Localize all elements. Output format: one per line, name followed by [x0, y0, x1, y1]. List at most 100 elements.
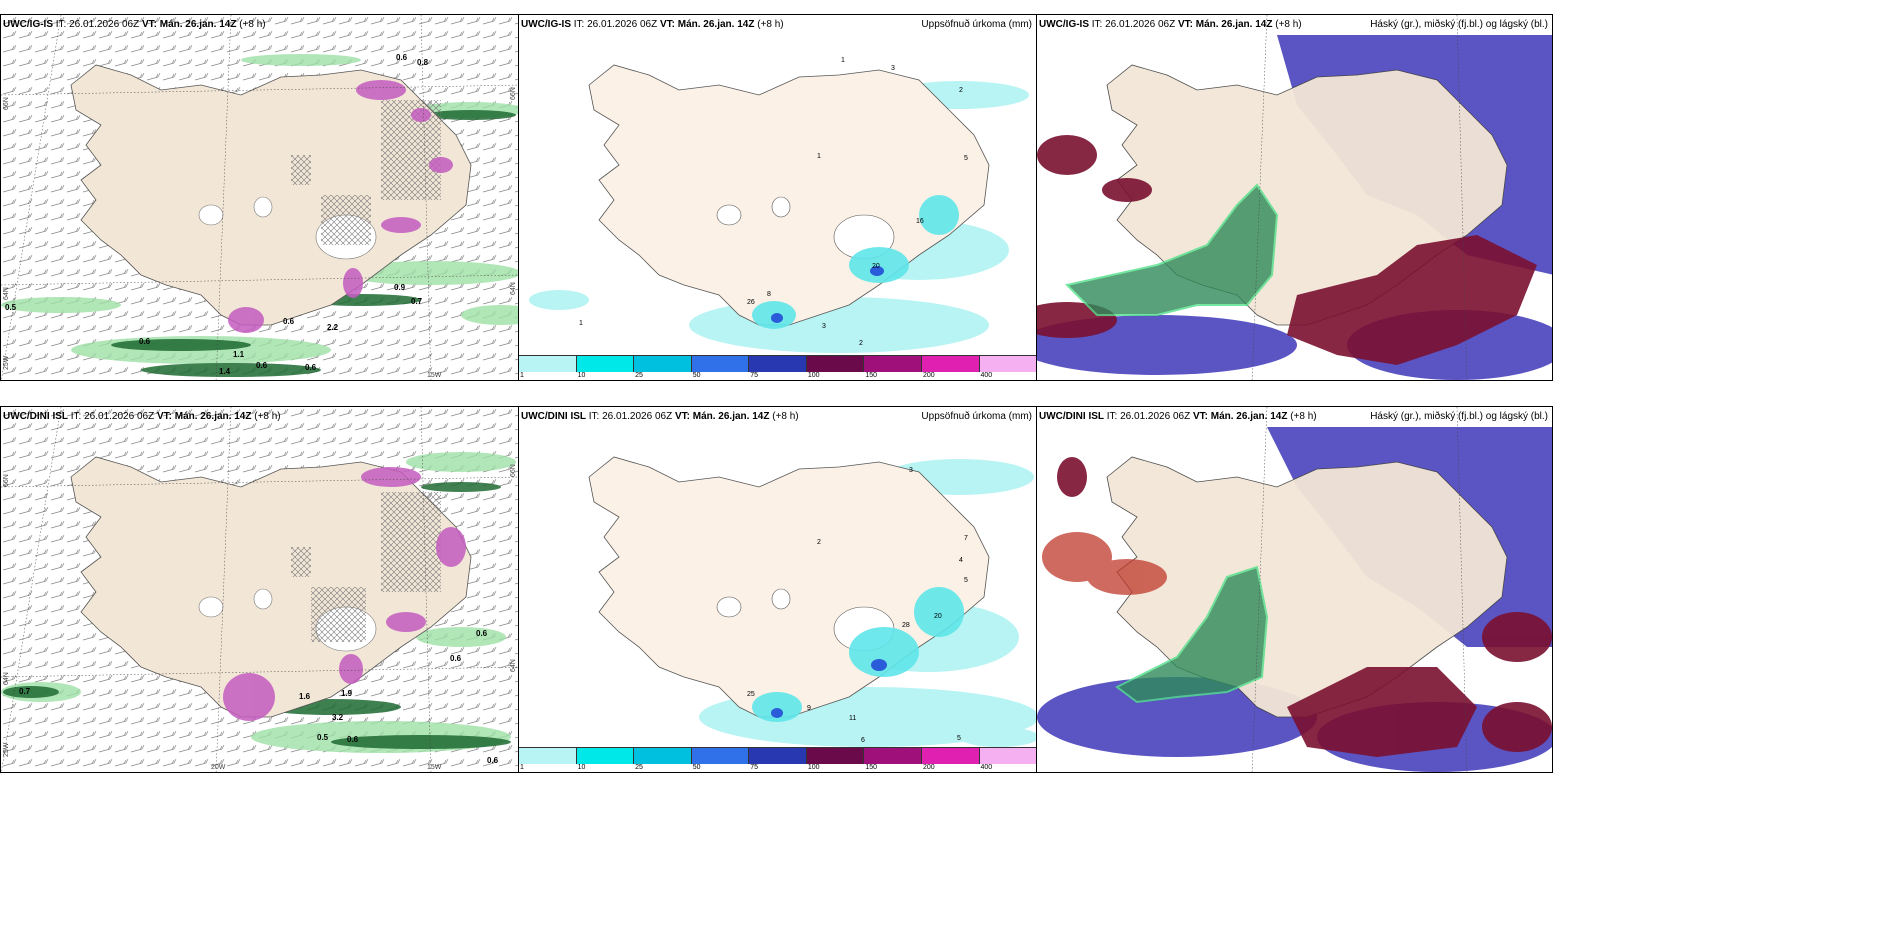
wind-map [1, 407, 518, 772]
lat-66-label: 66N [3, 474, 10, 487]
colorbar-swatch: 150 [863, 356, 921, 379]
precip-map [529, 64, 1029, 353]
precip-map [588, 456, 1036, 747]
colorbar-tick: 1 [520, 764, 524, 771]
precip-label: 7 [964, 535, 968, 542]
iceland-land [70, 64, 472, 326]
iceland-land [588, 456, 990, 718]
colorbar-swatch: 50 [690, 748, 749, 771]
precip-label: 2 [959, 87, 963, 94]
precip-label: 16 [916, 218, 924, 225]
wind-label: 2.2 [327, 323, 339, 332]
colorbar-tick: 400 [980, 764, 993, 771]
precip-label: 3 [891, 65, 895, 72]
cloud-map [1037, 407, 1552, 772]
wind-label: 0.5 [5, 303, 17, 312]
lon-15-label: 15W [427, 764, 442, 771]
lat-66-label-right: 66N [510, 464, 517, 477]
colorbar-swatch: 50 [690, 356, 749, 379]
panel-subtitle: Uppsöfnuð úrkoma (mm) [921, 19, 1032, 30]
precip-label: 1 [841, 57, 845, 64]
wind-label: 0.6 [139, 337, 151, 346]
colorbar-swatch: 25 [633, 748, 691, 771]
colorbar-swatch: 400 [978, 748, 1036, 771]
lat-66-label: 66N [3, 97, 10, 110]
colorbar-swatch: 100 [805, 748, 864, 771]
colorbar-tick: 100 [807, 764, 820, 771]
wind-map [1, 15, 518, 380]
wind-label: 0.6 [256, 361, 268, 370]
panel-subtitle: Háský (gr.), miðský (fj.bl.) og lágský (… [1370, 19, 1548, 30]
lat-64-label-right: 64N [510, 282, 517, 295]
iceland-land [70, 456, 472, 718]
colorbar-tick: 200 [922, 372, 935, 379]
lat-64-label: 64N [3, 672, 10, 685]
lon-20-label: 20W [211, 764, 226, 771]
colorbar-swatch: 200 [920, 748, 979, 771]
precip-label: 3 [909, 467, 913, 474]
panel-precip-top: UWC/IG-IS IT: 26.01.2026 06Z VT: Mán. 26… [518, 14, 1037, 381]
wind-label: 1.6 [299, 692, 311, 701]
colorbar-tick: 10 [577, 372, 586, 379]
colorbar-swatch: 1 [519, 356, 576, 379]
colorbar-swatch: 75 [748, 356, 806, 379]
panel-title: UWC/DINI ISL IT: 26.01.2026 06Z VT: Mán.… [521, 411, 799, 422]
lon-15-label: 15W [427, 372, 442, 379]
panel-wind-top: UWC/IG-IS IT: 26.01.2026 06Z VT: Mán. 26… [0, 14, 519, 381]
wind-label: 1.9 [341, 689, 353, 698]
wind-label: 0.6 [283, 317, 295, 326]
precip-label: 11 [849, 715, 857, 722]
colorbar-tick: 25 [635, 764, 643, 771]
precip-label: 25 [747, 691, 755, 698]
precip-label: 5 [964, 155, 968, 162]
precip-label: 28 [902, 622, 910, 629]
colorbar-tick: 10 [577, 764, 586, 771]
colorbar: 1 10 25 50 75 100 150 200 400 [519, 747, 1036, 772]
lat-64-label-right: 64N [510, 659, 517, 672]
panel-title: UWC/IG-IS IT: 26.01.2026 06Z VT: Mán. 26… [3, 19, 266, 30]
iceland-land [588, 64, 990, 326]
precip-label: 1 [817, 153, 821, 160]
colorbar-tick: 150 [865, 764, 878, 771]
colorbar-swatch: 200 [920, 356, 979, 379]
colorbar-tick: 200 [922, 764, 935, 771]
colorbar-swatch: 100 [805, 356, 864, 379]
precip-label: 26 [747, 299, 755, 306]
colorbar-swatch: 10 [575, 748, 634, 771]
colorbar-swatch: 150 [863, 748, 921, 771]
lat-66-label-right: 66N [510, 87, 517, 100]
precip-label: 5 [957, 735, 961, 742]
colorbar: 1 10 25 50 75 100 150 200 400 [519, 355, 1036, 380]
precip-label: 20 [872, 263, 880, 270]
cloud-map [1037, 15, 1552, 380]
colorbar-tick: 400 [980, 372, 993, 379]
colorbar-tick: 50 [692, 372, 701, 379]
colorbar-swatch: 25 [633, 356, 691, 379]
panel-precip-bottom: UWC/DINI ISL IT: 26.01.2026 06Z VT: Mán.… [518, 406, 1037, 773]
precip-label: 5 [964, 577, 968, 584]
lon-25-label: 25W [3, 742, 10, 757]
panel-cloud-top: UWC/IG-IS IT: 26.01.2026 06Z VT: Mán. 26… [1036, 14, 1553, 381]
wind-label: 3.2 [332, 713, 344, 722]
colorbar-tick: 150 [865, 372, 878, 379]
lon-25-label: 25W [3, 355, 10, 370]
precip-label: 2 [817, 539, 821, 546]
panel-title: UWC/IG-IS IT: 26.01.2026 06Z VT: Mán. 26… [521, 19, 784, 30]
colorbar-tick: 1 [520, 372, 524, 379]
lat-64-label: 64N [3, 287, 10, 300]
precip-label: 8 [767, 291, 771, 298]
precip-label: 3 [822, 323, 826, 330]
wind-label: 0.5 [317, 733, 329, 742]
precip-label: 20 [934, 613, 942, 620]
colorbar-tick: 25 [635, 372, 643, 379]
panel-wind-bottom: UWC/DINI ISL IT: 26.01.2026 06Z VT: Mán.… [0, 406, 519, 773]
wind-label: 0.6 [347, 735, 359, 744]
panel-title: UWC/DINI ISL IT: 26.01.2026 06Z VT: Mán.… [3, 411, 281, 422]
panel-subtitle: Háský (gr.), miðský (fj.bl.) og lágský (… [1370, 411, 1548, 422]
colorbar-swatch: 10 [575, 356, 634, 379]
wind-label: 0.7 [411, 297, 423, 306]
panel-title: UWC/IG-IS IT: 26.01.2026 06Z VT: Mán. 26… [1039, 19, 1302, 30]
wind-label: 1.1 [233, 350, 245, 359]
precip-label: 9 [807, 705, 811, 712]
wind-label: 1.4 [219, 367, 231, 376]
